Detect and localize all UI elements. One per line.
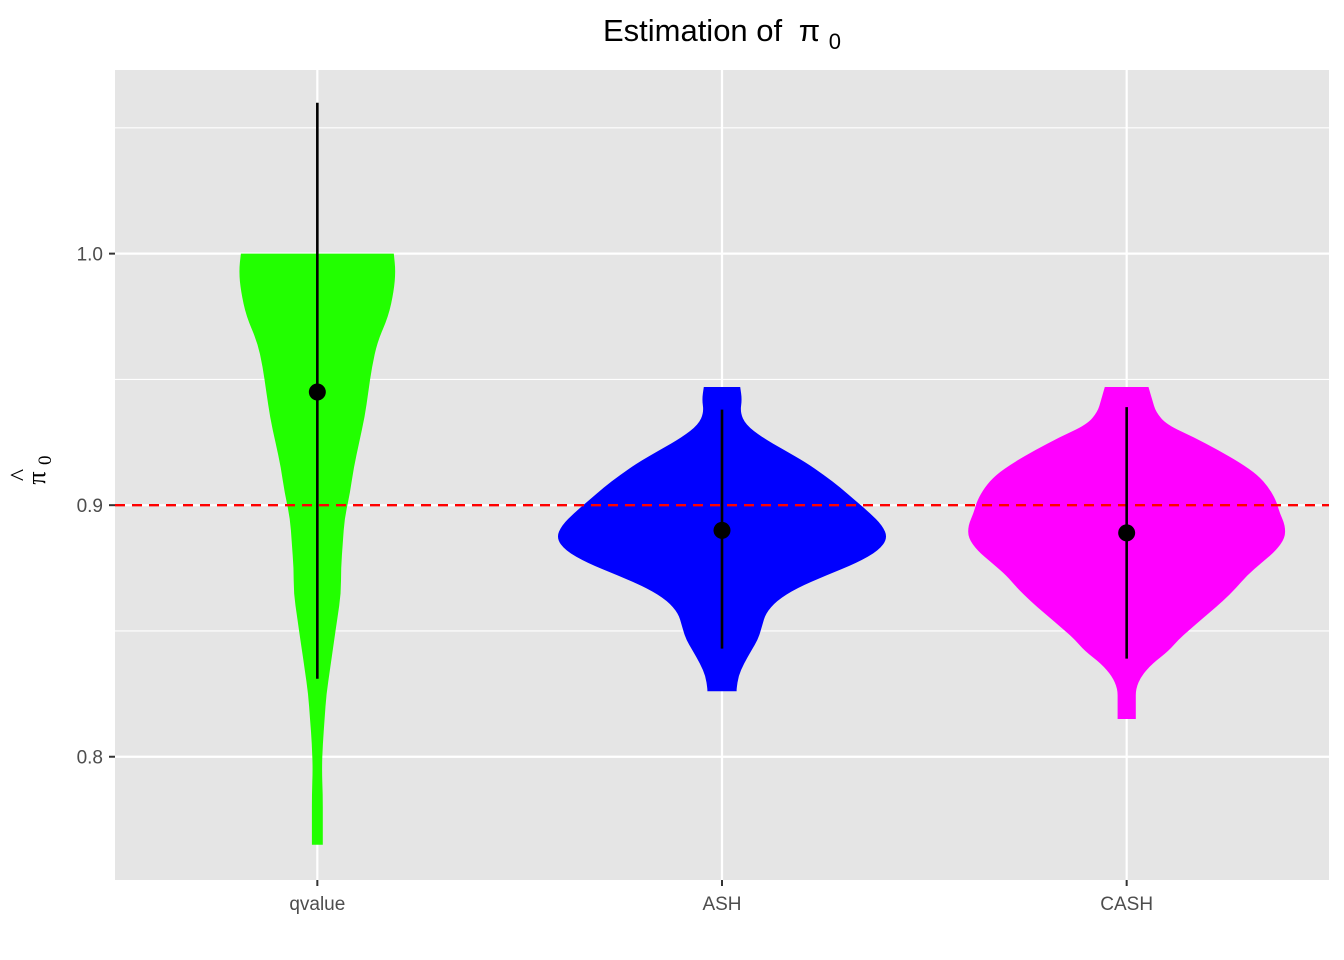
chart-title-subscript: 0: [829, 29, 841, 54]
x-tick-label-qvalue: qvalue: [289, 894, 345, 915]
summary-point-qvalue: [308, 383, 326, 401]
y-tick-label-1: 0.9: [77, 496, 103, 517]
x-tick-label-ASH: ASH: [702, 894, 741, 915]
svg-text:Estimation of π: Estimation of π 0: [603, 13, 841, 54]
svg-text:π 0: π 0: [22, 455, 56, 484]
summary-point-CASH: [1118, 524, 1136, 542]
y-axis-title-subscript: 0: [35, 455, 56, 465]
y-axis: 0.8 0.9 1.0: [77, 245, 115, 769]
x-tick-label-CASH: CASH: [1100, 894, 1153, 915]
y-tick-label-0: 0.8: [77, 748, 103, 769]
y-tick-label-2: 1.0: [77, 245, 103, 266]
x-axis: qvalue ASH CASH: [289, 880, 1153, 915]
y-axis-title: π 0 ^: [5, 455, 56, 484]
chart-title-symbol: π: [799, 13, 820, 48]
y-axis-title-symbol: π: [22, 471, 51, 484]
chart-title: Estimation of π 0: [603, 13, 841, 54]
summary-point-ASH: [713, 521, 731, 539]
chart-title-text: Estimation of: [603, 13, 783, 48]
summary-marks: [308, 102, 1136, 679]
y-axis-title-hat: ^: [5, 469, 34, 481]
